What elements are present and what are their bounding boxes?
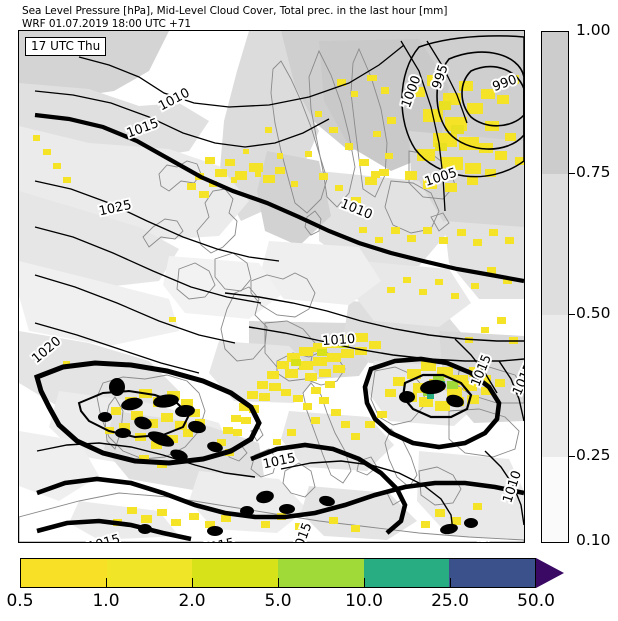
precip-tick bbox=[364, 578, 365, 588]
cloud-cover-tick-label: 0.75 bbox=[576, 162, 611, 181]
cloud-cover-tick bbox=[569, 172, 575, 174]
precip-tick-label: 50.0 bbox=[517, 591, 555, 611]
cloud-cover-tick bbox=[569, 314, 575, 316]
precip-tick-label: 5.0 bbox=[264, 591, 292, 611]
precip-tick bbox=[450, 578, 451, 588]
figure-title-line-2: WRF 01.07.2019 18:00 UTC +71 bbox=[22, 17, 192, 30]
isobar-layer bbox=[33, 35, 524, 542]
isobar-label-halo: 1010 bbox=[322, 332, 356, 349]
precip-tick-label: 25.0 bbox=[431, 591, 469, 611]
precip-segment[interactable] bbox=[278, 559, 364, 587]
map-timestamp-label: 17 UTC Thu bbox=[25, 37, 107, 56]
precip-tick bbox=[106, 578, 107, 588]
figure-title-line-1: Sea Level Pressure [hPa], Mid-Level Clou… bbox=[22, 5, 448, 17]
cloud-cover-tick-label: 0.50 bbox=[576, 304, 611, 323]
cloud-cover-colorbar[interactable] bbox=[541, 31, 569, 543]
precip-tick-label: 2.0 bbox=[178, 591, 206, 611]
cloud-cover-band bbox=[542, 173, 568, 316]
weather-map[interactable]: 17 UTC Thu bbox=[18, 30, 525, 543]
cloud-cover-band bbox=[542, 315, 568, 457]
figure-title-block: Sea Level Pressure [hPa], Mid-Level Clou… bbox=[22, 5, 522, 30]
precip-tick bbox=[192, 578, 193, 588]
cloud-cover-band bbox=[542, 32, 568, 174]
precip-tick bbox=[278, 578, 279, 588]
precip-segment[interactable] bbox=[106, 559, 193, 587]
isobar-label: 1025 bbox=[98, 198, 133, 220]
cloud-cover-tick-label: 0.10 bbox=[576, 531, 611, 549]
isobar-label: 1015 bbox=[86, 532, 122, 542]
precip-tick-label: 1.0 bbox=[92, 591, 120, 611]
isobar-label: 1010 bbox=[322, 332, 356, 349]
map-canvas: 9909909959951000100010051005101010101015… bbox=[19, 31, 524, 542]
cloud-cover-tick-label: 0.25 bbox=[576, 446, 611, 464]
precip-segment[interactable] bbox=[192, 559, 279, 587]
cloud-cover-tick-label: 1.00 bbox=[576, 21, 611, 39]
isobar-label: 995 bbox=[430, 63, 452, 91]
precipitation-colorbar[interactable]: 0.5 1.0 2.0 5.0 10.0 25.0 50.0 bbox=[6, 558, 580, 610]
isobar-label: 1015 bbox=[201, 536, 236, 542]
isobar-label: 1015 bbox=[262, 451, 297, 473]
precip-segment[interactable] bbox=[21, 559, 107, 587]
precip-segment[interactable] bbox=[363, 559, 450, 587]
precip-tick-label: 0.5 bbox=[6, 591, 34, 611]
precip-tick-label: 10.0 bbox=[345, 591, 383, 611]
precip-segment[interactable] bbox=[449, 559, 535, 587]
cloud-cover-tick bbox=[569, 456, 575, 457]
cloud-cover-band bbox=[542, 456, 568, 542]
precipitation-colorbar-overflow-arrow bbox=[536, 558, 564, 588]
